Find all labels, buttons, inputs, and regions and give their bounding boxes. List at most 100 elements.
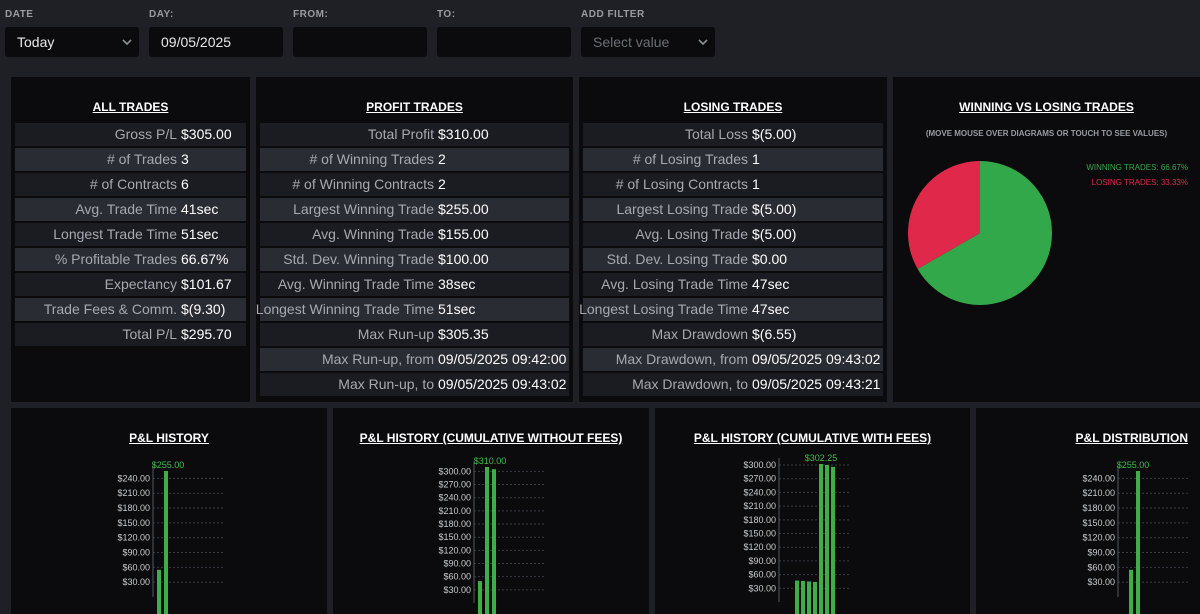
- to-label: TO:: [437, 9, 456, 20]
- bar[interactable]: [492, 469, 496, 614]
- stat-row: Avg. Losing Trade $(5.00): [583, 223, 883, 246]
- stat-value: 51sec: [181, 226, 219, 242]
- bar[interactable]: [819, 464, 823, 614]
- win-lose-pie-chart[interactable]: [905, 158, 1055, 308]
- stat-row: Std. Dev. Winning Trade $100.00: [260, 248, 569, 271]
- pl-cum-fees-panel: P&L HISTORY (CUMULATIVE WITH FEES) $30.0…: [655, 408, 970, 614]
- stat-label: Avg. Winning Trade Time: [277, 276, 434, 292]
- y-tick-label: $270.00: [743, 474, 776, 484]
- profit-trades-title: PROFIT TRADES: [366, 100, 463, 114]
- pie-slice-winning[interactable]: [917, 161, 1052, 305]
- bar[interactable]: [485, 467, 489, 614]
- pl-distribution-chart[interactable]: $30.00 $60.00 $90.00 $120.00 $150.00 $180.00 $…: [976, 408, 1200, 614]
- y-tick-label: $120.00: [117, 533, 150, 543]
- stat-value: 1: [752, 176, 760, 192]
- stat-row: Max Drawdown, to 09/05/2025 09:43:21: [583, 373, 883, 396]
- bar[interactable]: [831, 466, 835, 614]
- stat-label: Max Drawdown: [651, 326, 748, 342]
- stat-label: Largest Losing Trade: [616, 201, 748, 217]
- win-vs-lose-panel: WINNING VS LOSING TRADES (MOVE MOUSE OVE…: [893, 77, 1200, 402]
- y-tick-label: $30.00: [1087, 577, 1115, 587]
- stat-value: 09/05/2025 09:43:02: [752, 351, 881, 367]
- y-tick-label: $300.00: [743, 460, 776, 470]
- stat-label: Max Drawdown, to: [632, 376, 748, 392]
- date-label: DATE: [5, 9, 34, 20]
- pl-history-chart[interactable]: $30.00 $60.00 $90.00 $120.00 $150.00 $180.00 $…: [11, 408, 327, 614]
- bar[interactable]: [825, 465, 829, 614]
- stat-label: Std. Dev. Losing Trade: [606, 251, 748, 267]
- pie-slice-losing[interactable]: [908, 161, 980, 269]
- stat-value: $101.67: [181, 276, 232, 292]
- stat-row: # of Trades 3: [15, 148, 246, 171]
- all-trades-title: ALL TRADES: [92, 100, 169, 114]
- stat-value: $310.00: [438, 126, 489, 142]
- from-input[interactable]: [293, 27, 427, 57]
- bar[interactable]: [813, 581, 817, 614]
- stat-row: Total Profit $310.00: [260, 123, 569, 146]
- y-tick-label: $90.00: [1087, 548, 1115, 558]
- stat-label: # of Losing Trades: [632, 151, 748, 167]
- stat-row: Std. Dev. Losing Trade $0.00: [583, 248, 883, 271]
- stat-row: Total P/L $295.70: [15, 323, 246, 346]
- pl-cum-nofees-panel: P&L HISTORY (CUMULATIVE WITHOUT FEES) $3…: [333, 408, 649, 614]
- y-tick-label: $180.00: [438, 519, 471, 529]
- stat-row: Longest Winning Trade Time 51sec: [256, 298, 569, 321]
- y-tick-label: $150.00: [438, 532, 471, 542]
- bar[interactable]: [478, 581, 482, 614]
- y-tick-label: $210.00: [743, 501, 776, 511]
- stat-value: $295.70: [181, 326, 232, 342]
- add-filter-select[interactable]: Select value: [581, 27, 715, 57]
- stat-row: # of Winning Trades 2: [260, 148, 569, 171]
- stat-row: Max Drawdown, from 09/05/2025 09:43:02: [583, 348, 883, 371]
- stat-label: Total P/L: [122, 326, 177, 342]
- peak-value-label: $255.00: [1117, 460, 1150, 470]
- bar[interactable]: [157, 569, 161, 614]
- stat-value: 51sec: [438, 301, 476, 317]
- day-input[interactable]: 09/05/2025: [149, 27, 283, 57]
- stat-value: 47sec: [752, 301, 790, 317]
- date-select[interactable]: Today: [5, 27, 139, 57]
- bar[interactable]: [1136, 471, 1140, 614]
- stat-label: Expectancy: [104, 276, 177, 292]
- y-tick-label: $90.00: [443, 559, 471, 569]
- stat-row: Max Run-up $305.35: [260, 323, 569, 346]
- pl-cum-fees-title: P&L HISTORY (CUMULATIVE WITH FEES): [693, 431, 932, 445]
- losing-trades-title: LOSING TRADES: [683, 100, 783, 114]
- stat-value: 2: [438, 151, 446, 167]
- bar[interactable]: [801, 580, 805, 614]
- pl-cum-fees-chart[interactable]: $30.00 $60.00 $90.00 $120.00 $150.00 $180.00 $…: [655, 408, 970, 614]
- stat-value: $155.00: [438, 226, 489, 242]
- stat-value: 66.67%: [181, 251, 229, 267]
- day-label: DAY:: [149, 9, 174, 20]
- losing-trades-panel: LOSING TRADES Total Loss $(5.00) # of Losi…: [579, 77, 887, 402]
- stat-label: Max Run-up: [357, 326, 434, 342]
- y-tick-label: $210.00: [1082, 488, 1115, 498]
- stat-row: # of Winning Contracts 2: [260, 173, 569, 196]
- hover-hint: (MOVE MOUSE OVER DIAGRAMS OR TOUCH TO SE…: [925, 129, 1168, 138]
- pl-cum-nofees-chart[interactable]: $30.00 $60.00 $90.00 $120.00 $150.00 $180.00 $…: [333, 408, 649, 614]
- bar[interactable]: [807, 581, 811, 614]
- stat-row: % Profitable Trades 66.67%: [15, 248, 246, 271]
- bar[interactable]: [164, 471, 168, 614]
- stat-label: Std. Dev. Winning Trade: [283, 251, 434, 267]
- bar[interactable]: [795, 580, 799, 614]
- pl-cum-nofees-title: P&L HISTORY (CUMULATIVE WITHOUT FEES): [359, 431, 623, 445]
- stat-label: Longest Winning Trade Time: [255, 301, 434, 317]
- stat-row: Max Run-up, from 09/05/2025 09:42:00: [260, 348, 569, 371]
- date-select-value: Today: [17, 34, 55, 50]
- stat-row: Largest Winning Trade $255.00: [260, 198, 569, 221]
- y-tick-label: $180.00: [1082, 503, 1115, 513]
- stat-label: Total Loss: [684, 126, 748, 142]
- stat-value: $0.00: [752, 251, 788, 267]
- stat-row: Avg. Winning Trade $155.00: [260, 223, 569, 246]
- stat-label: Trade Fees & Comm.: [43, 301, 177, 317]
- stat-value: 41sec: [181, 201, 219, 217]
- bar[interactable]: [1129, 569, 1133, 614]
- stat-row: # of Losing Contracts 1: [583, 173, 883, 196]
- y-tick-label: $120.00: [438, 545, 471, 555]
- stat-value: 09/05/2025 09:42:00: [438, 351, 567, 367]
- stat-row: Max Drawdown $(6.55): [583, 323, 883, 346]
- to-input[interactable]: [437, 27, 571, 57]
- all-trades-panel: ALL TRADES Gross P/L $305.00 # of Trades 3 #…: [11, 77, 250, 402]
- stat-label: Avg. Winning Trade: [312, 226, 434, 242]
